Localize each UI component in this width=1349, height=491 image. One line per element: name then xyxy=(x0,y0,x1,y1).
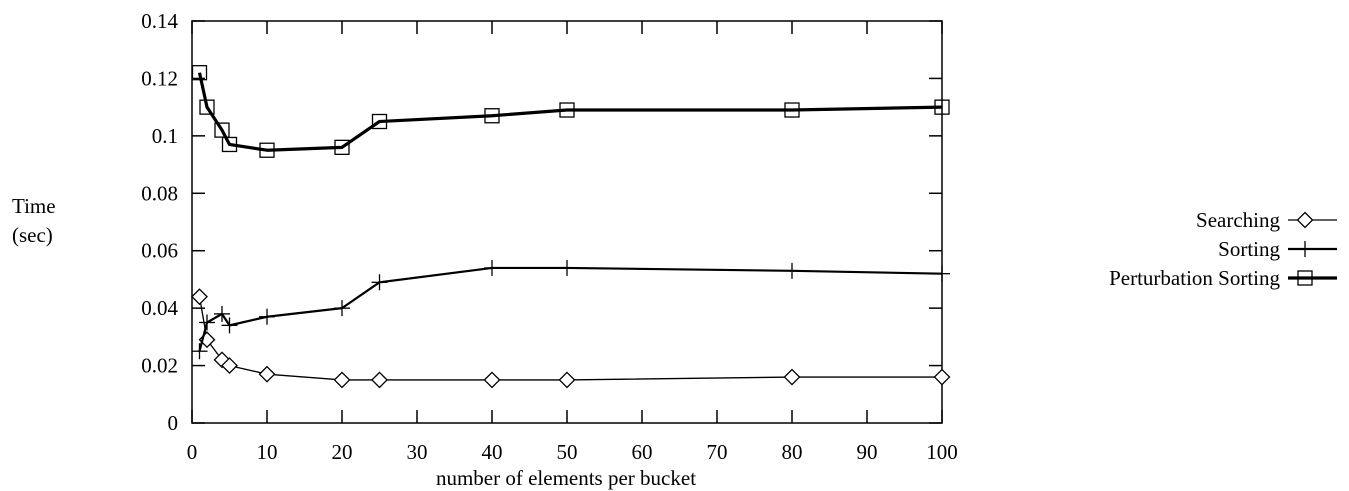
x-tick-label: 40 xyxy=(482,440,503,464)
x-axis-label: number of elements per bucket xyxy=(436,466,696,490)
x-tick-label: 70 xyxy=(707,440,728,464)
x-tick-label: 100 xyxy=(926,440,958,464)
series-line xyxy=(198,266,943,352)
data-point-square xyxy=(484,108,500,124)
legend-marker-square xyxy=(1297,270,1313,286)
data-point-square xyxy=(559,102,575,118)
x-tick-label: 0 xyxy=(187,440,198,464)
plot-frame xyxy=(191,20,943,424)
data-point-square xyxy=(221,136,238,153)
data-point-square xyxy=(191,65,208,81)
data-point-plus xyxy=(214,305,230,322)
x-tick-labels: 0 10 20 30 40 50 60 70 80 90 100 xyxy=(187,440,958,464)
data-point-square xyxy=(259,142,275,158)
data-point-square xyxy=(199,99,215,115)
data-point-plus xyxy=(191,343,208,360)
x-tick-label: 50 xyxy=(557,440,578,464)
legend-label: Sorting xyxy=(1218,237,1280,261)
data-point-diamond xyxy=(333,371,351,389)
y-tick-label: 0.02 xyxy=(141,354,178,378)
data-point-plus xyxy=(334,300,350,317)
data-point-diamond xyxy=(371,371,388,389)
data-point-plus xyxy=(259,308,275,325)
x-tick-label: 30 xyxy=(407,440,428,464)
data-point-plus xyxy=(199,314,215,331)
series-line xyxy=(197,72,943,152)
x-tick-label: 20 xyxy=(332,440,353,464)
data-point-diamond xyxy=(191,288,208,306)
data-point-diamond xyxy=(258,365,276,383)
legend-label: Searching xyxy=(1196,208,1280,232)
y-tick-label: 0.14 xyxy=(141,9,178,33)
data-point-square xyxy=(934,99,950,115)
data-point-plus xyxy=(371,274,388,291)
y-tick-label: 0 xyxy=(168,411,179,435)
data-point-diamond xyxy=(483,371,501,389)
data-point-plus xyxy=(484,259,500,276)
y-axis-label-line1: Time xyxy=(12,194,56,218)
data-point-diamond xyxy=(783,368,801,386)
series-sorting xyxy=(191,259,950,360)
y-tick-label: 0.08 xyxy=(141,181,178,205)
y-axis-label-line2: (sec) xyxy=(12,223,53,247)
legend-marker-plus xyxy=(1297,241,1313,257)
data-point-square xyxy=(371,113,388,130)
y-tick-label: 0.12 xyxy=(141,66,178,90)
y-tick-label: 0.06 xyxy=(141,239,178,263)
series-perturbation-sorting xyxy=(191,65,950,158)
legend: Searching Sorting Perturbation Sorting xyxy=(1109,208,1337,290)
data-point-square xyxy=(334,139,350,155)
data-point-diamond xyxy=(933,368,951,386)
x-tick-label: 90 xyxy=(857,440,878,464)
x-tick-label: 80 xyxy=(782,440,803,464)
legend-marker-diamond xyxy=(1296,211,1314,229)
y-tick-label: 0.04 xyxy=(141,296,178,320)
data-point-diamond xyxy=(558,371,576,389)
y-tick-label: 0.1 xyxy=(152,124,178,148)
legend-label: Perturbation Sorting xyxy=(1109,266,1280,290)
data-point-plus xyxy=(221,317,238,334)
series-searching xyxy=(191,288,951,389)
data-point-diamond xyxy=(221,357,238,374)
data-point-square xyxy=(784,102,800,118)
x-tick-label: 10 xyxy=(257,440,278,464)
series-layer xyxy=(191,65,951,389)
data-point-plus xyxy=(559,259,575,276)
data-point-plus xyxy=(784,262,800,279)
series-line xyxy=(198,296,942,381)
y-tick-labels: 0 0.02 0.04 0.06 0.08 0.1 0.12 0.14 xyxy=(141,9,178,435)
x-tick-label: 60 xyxy=(632,440,653,464)
data-point-plus xyxy=(934,265,950,282)
axis-ticks xyxy=(191,20,943,424)
